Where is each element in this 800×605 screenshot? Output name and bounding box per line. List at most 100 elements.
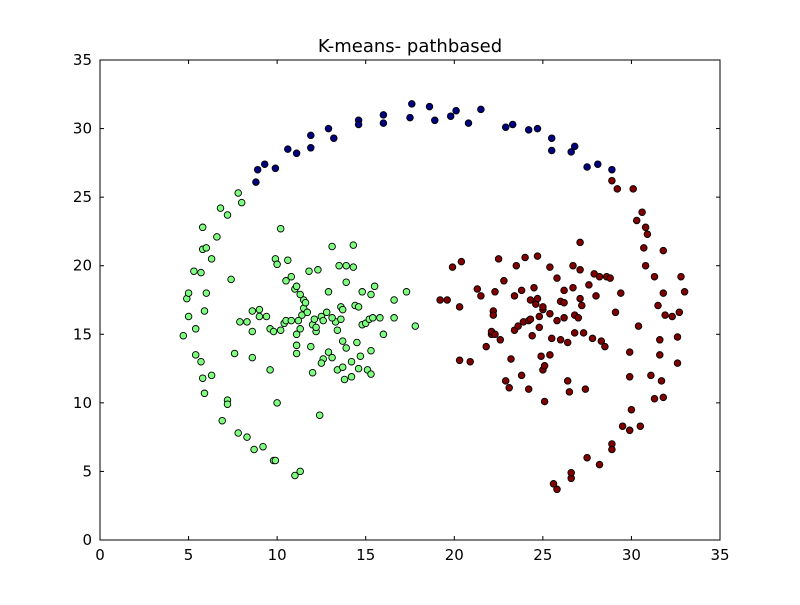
- x-tick-label: 20: [445, 546, 464, 564]
- data-point: [448, 263, 457, 271]
- data-point: [379, 330, 388, 339]
- data-point: [625, 348, 634, 356]
- data-point: [342, 278, 350, 286]
- x-tick-label: 35: [710, 546, 729, 564]
- data-point: [659, 246, 668, 255]
- data-point: [287, 316, 296, 325]
- data-point: [330, 134, 338, 142]
- data-point: [549, 480, 558, 488]
- data-point: [524, 126, 533, 134]
- data-point: [223, 400, 232, 408]
- data-point: [491, 330, 499, 339]
- data-point: [296, 290, 304, 299]
- data-point: [650, 394, 659, 403]
- y-tick-label: 20: [73, 257, 92, 275]
- data-point: [190, 267, 198, 275]
- data-point: [608, 176, 616, 185]
- data-point: [466, 357, 474, 366]
- data-point: [668, 312, 676, 321]
- data-point: [436, 296, 444, 304]
- data-point: [455, 303, 464, 311]
- data-point: [347, 373, 356, 381]
- data-point: [179, 331, 188, 340]
- data-point: [200, 389, 209, 398]
- data-point: [369, 314, 377, 322]
- data-point: [250, 445, 258, 454]
- data-point: [578, 301, 586, 310]
- data-point: [505, 384, 513, 392]
- data-point: [337, 315, 345, 323]
- data-point: [333, 326, 342, 334]
- data-point: [510, 292, 519, 300]
- data-point: [425, 102, 434, 111]
- data-point: [349, 241, 358, 249]
- data-point: [317, 359, 326, 367]
- data-point: [546, 309, 554, 318]
- data-point: [200, 307, 209, 315]
- data-point: [560, 286, 568, 295]
- data-point: [613, 185, 622, 193]
- data-point: [243, 433, 251, 441]
- data-point: [508, 120, 517, 129]
- data-point: [406, 113, 414, 122]
- data-point: [533, 252, 542, 260]
- data-point: [464, 119, 473, 127]
- data-point: [611, 308, 620, 317]
- x-tick-label: 5: [184, 546, 194, 564]
- data-point: [556, 336, 565, 344]
- data-point: [216, 204, 225, 212]
- data-point: [207, 371, 216, 380]
- data-point: [291, 471, 299, 480]
- data-point: [271, 164, 280, 173]
- data-point: [342, 261, 350, 270]
- data-point: [234, 429, 242, 437]
- data-point: [198, 223, 207, 232]
- data-point: [526, 315, 535, 323]
- data-point: [356, 352, 365, 360]
- data-point: [292, 149, 301, 158]
- data-point: [328, 242, 336, 251]
- data-point: [390, 296, 398, 304]
- data-point: [657, 377, 666, 385]
- data-point: [259, 442, 267, 451]
- data-point: [310, 315, 319, 323]
- data-point: [213, 233, 221, 241]
- data-point: [570, 329, 579, 337]
- data-point: [230, 349, 239, 358]
- data-point: [567, 148, 575, 156]
- data-point: [354, 303, 363, 311]
- data-point: [255, 305, 264, 314]
- data-point: [634, 322, 643, 330]
- data-point: [540, 362, 549, 370]
- y-tick-label: 10: [73, 394, 92, 412]
- data-point: [673, 359, 682, 367]
- data-point: [184, 312, 193, 321]
- chart-title: K-means- pathbased: [318, 36, 502, 57]
- data-point: [284, 256, 292, 264]
- data-point: [236, 318, 244, 326]
- data-point: [533, 294, 542, 303]
- data-point: [659, 289, 668, 297]
- data-point: [312, 323, 320, 332]
- data-point: [452, 106, 460, 115]
- data-point: [477, 292, 485, 300]
- data-point: [301, 298, 310, 307]
- data-point: [570, 142, 579, 151]
- data-point: [248, 307, 257, 315]
- data-point: [581, 385, 590, 393]
- data-point: [641, 223, 650, 232]
- data-point: [408, 100, 416, 108]
- data-point: [354, 364, 363, 373]
- x-tick-label: 10: [268, 546, 287, 564]
- data-point: [618, 422, 627, 430]
- data-point: [338, 337, 347, 345]
- data-point: [292, 349, 301, 358]
- data-point: [514, 322, 522, 330]
- data-point: [659, 393, 668, 402]
- data-point: [197, 357, 205, 366]
- data-point: [583, 163, 591, 171]
- data-point: [597, 337, 606, 345]
- data-point: [576, 266, 584, 274]
- data-point: [191, 325, 200, 333]
- data-point: [512, 261, 521, 270]
